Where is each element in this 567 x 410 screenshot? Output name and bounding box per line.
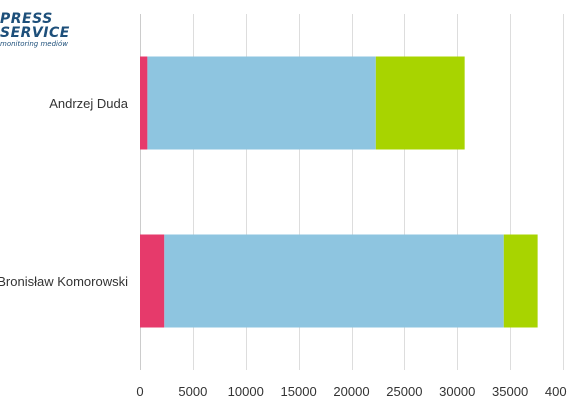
bar-segment-negative-0 (140, 56, 148, 150)
category-label: Bronisław Komorowski (0, 274, 128, 289)
bar-segment-neutral-1 (164, 234, 504, 328)
bar-segment-positive-1 (503, 234, 538, 328)
x-tick-label: 25000 (386, 384, 422, 399)
press-service-logo: PRESS SERVICE monitoring mediów (0, 12, 120, 52)
category-labels: Andrzej Duda Bronisław Komorowski (0, 96, 129, 289)
x-tick-label: 20000 (333, 384, 369, 399)
bar-segment-neutral-0 (147, 56, 376, 150)
logo-line-service: SERVICE (0, 25, 70, 41)
x-tick-label: 5000 (178, 384, 207, 399)
x-tick-label: 15000 (281, 384, 317, 399)
bar-segment-negative-1 (140, 234, 165, 328)
x-tick-label: 35000 (492, 384, 528, 399)
logo-tagline: monitoring mediów (0, 40, 68, 48)
x-tick-labels: 0 5000 10000 15000 20000 25000 30000 35000 40000 (136, 384, 567, 399)
category-label: Andrzej Duda (49, 96, 129, 111)
x-tick-label: 40000 (545, 384, 567, 399)
x-tick-label: 0 (136, 384, 143, 399)
x-tick-label: 10000 (228, 384, 264, 399)
x-tick-label: 30000 (439, 384, 475, 399)
logo-line-press: PRESS (0, 11, 53, 27)
bars (140, 56, 538, 328)
bar-segment-positive-0 (375, 56, 465, 150)
